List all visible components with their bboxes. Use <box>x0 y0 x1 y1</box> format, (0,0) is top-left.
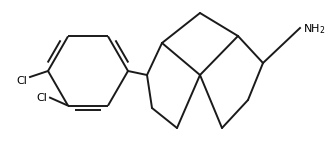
Text: Cl: Cl <box>16 76 27 86</box>
Text: NH$_2$: NH$_2$ <box>303 22 326 36</box>
Text: Cl: Cl <box>36 93 47 103</box>
